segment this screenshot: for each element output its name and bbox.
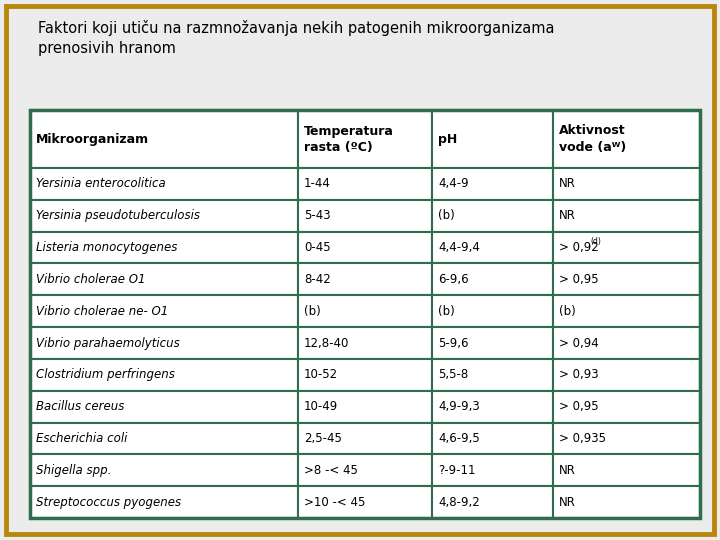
Text: 4,9-9,3: 4,9-9,3 (438, 400, 480, 413)
Text: (d): (d) (590, 237, 601, 246)
Bar (30, 110, 700, 518)
Text: 4,6-9,5: 4,6-9,5 (438, 432, 480, 445)
Bar (553, 168, 700, 200)
Text: Mikroorganizam: Mikroorganizam (36, 132, 149, 145)
Bar (553, 110, 700, 168)
Bar (298, 486, 432, 518)
Text: 5,5-8: 5,5-8 (438, 368, 468, 381)
Text: Listeria monocytogenes: Listeria monocytogenes (36, 241, 177, 254)
Text: NR: NR (559, 209, 575, 222)
Text: 10-49: 10-49 (304, 400, 338, 413)
Text: 1-44: 1-44 (304, 178, 331, 191)
Text: Clostridium perfringens: Clostridium perfringens (36, 368, 175, 381)
Text: NR: NR (559, 496, 575, 509)
Text: (b): (b) (438, 209, 455, 222)
Bar (553, 264, 700, 295)
Bar (553, 486, 700, 518)
Bar (432, 295, 553, 327)
Bar (298, 232, 432, 264)
Text: Streptococcus pyogenes: Streptococcus pyogenes (36, 496, 181, 509)
Text: Faktori koji utiču na razmnožavanja nekih patogenih mikroorganizama
prenosivih h: Faktori koji utiču na razmnožavanja neki… (38, 20, 554, 56)
Text: Aktivnost
vode (aᵂ): Aktivnost vode (aᵂ) (559, 125, 626, 153)
Text: Temperatura
rasta (ºC): Temperatura rasta (ºC) (304, 125, 394, 153)
Bar (553, 200, 700, 232)
Bar (30, 422, 298, 454)
Text: > 0,95: > 0,95 (559, 400, 598, 413)
Bar (298, 422, 432, 454)
Text: Vibrio parahaemolyticus: Vibrio parahaemolyticus (36, 336, 180, 349)
Bar (298, 359, 432, 391)
Text: > 0,93: > 0,93 (559, 368, 598, 381)
Text: Bacillus cereus: Bacillus cereus (36, 400, 125, 413)
Text: Vibrio cholerae O1: Vibrio cholerae O1 (36, 273, 145, 286)
Text: Escherichia coli: Escherichia coli (36, 432, 127, 445)
Text: (b): (b) (438, 305, 455, 318)
Bar (298, 110, 432, 168)
Bar (30, 295, 298, 327)
Text: 2,5-45: 2,5-45 (304, 432, 342, 445)
Text: ?-9-11: ?-9-11 (438, 464, 475, 477)
Text: Shigella spp.: Shigella spp. (36, 464, 112, 477)
Bar (432, 327, 553, 359)
Bar (432, 264, 553, 295)
Bar (298, 327, 432, 359)
Text: 5-9,6: 5-9,6 (438, 336, 469, 349)
Bar (432, 422, 553, 454)
Text: 0-45: 0-45 (304, 241, 330, 254)
Bar (553, 359, 700, 391)
Bar (298, 200, 432, 232)
Bar (30, 168, 298, 200)
Bar (30, 110, 298, 168)
Text: (b): (b) (559, 305, 575, 318)
Bar (432, 232, 553, 264)
Bar (432, 454, 553, 486)
Bar (298, 391, 432, 422)
Text: 4,8-9,2: 4,8-9,2 (438, 496, 480, 509)
Bar (30, 391, 298, 422)
Bar (30, 200, 298, 232)
Text: Vibrio cholerae ne- O1: Vibrio cholerae ne- O1 (36, 305, 168, 318)
Bar (553, 327, 700, 359)
Text: > 0,95: > 0,95 (559, 273, 598, 286)
Bar (432, 391, 553, 422)
Bar (298, 264, 432, 295)
Bar (30, 264, 298, 295)
Text: >8 -< 45: >8 -< 45 (304, 464, 358, 477)
Text: (b): (b) (304, 305, 320, 318)
Bar (553, 232, 700, 264)
Text: 12,8-40: 12,8-40 (304, 336, 349, 349)
Text: pH: pH (438, 132, 457, 145)
Bar (30, 486, 298, 518)
Text: 6-9,6: 6-9,6 (438, 273, 469, 286)
Text: NR: NR (559, 178, 575, 191)
Bar (553, 391, 700, 422)
Bar (432, 359, 553, 391)
Text: > 0,935: > 0,935 (559, 432, 606, 445)
Text: 8-42: 8-42 (304, 273, 330, 286)
Bar (298, 454, 432, 486)
Text: > 0,94: > 0,94 (559, 336, 598, 349)
Bar (432, 110, 553, 168)
Bar (298, 295, 432, 327)
Text: 4,4-9,4: 4,4-9,4 (438, 241, 480, 254)
Bar (553, 454, 700, 486)
Text: > 0,92: > 0,92 (559, 241, 598, 254)
Bar (432, 168, 553, 200)
Bar (30, 327, 298, 359)
Bar (553, 295, 700, 327)
Bar (30, 359, 298, 391)
Text: 5-43: 5-43 (304, 209, 330, 222)
Text: 10-52: 10-52 (304, 368, 338, 381)
Text: Yersinia pseudotuberculosis: Yersinia pseudotuberculosis (36, 209, 200, 222)
Text: 4,4-9: 4,4-9 (438, 178, 469, 191)
Text: >10 -< 45: >10 -< 45 (304, 496, 365, 509)
Text: Yersinia enterocolitica: Yersinia enterocolitica (36, 178, 166, 191)
Bar (298, 168, 432, 200)
Bar (432, 200, 553, 232)
Bar (432, 486, 553, 518)
Bar (553, 422, 700, 454)
Bar (30, 454, 298, 486)
Bar (30, 232, 298, 264)
Text: NR: NR (559, 464, 575, 477)
